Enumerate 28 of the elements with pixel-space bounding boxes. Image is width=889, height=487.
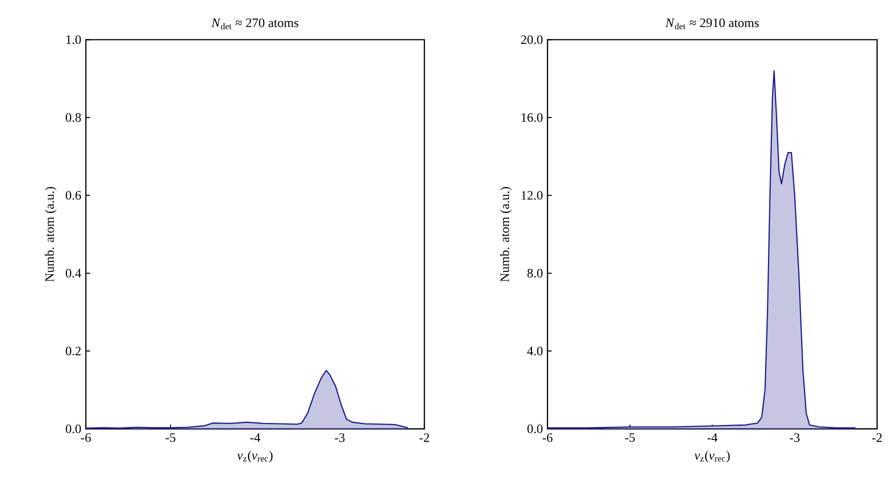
y-tick-label: 1.0 (66, 35, 81, 44)
x-tick-label: -5 (166, 433, 176, 442)
x-tick-label: -3 (790, 433, 800, 442)
y-tick-label: 0.0 (66, 424, 81, 434)
x-tick-label: -4 (707, 433, 718, 442)
chart-title: N$_{det}$ ≈ 2910 atoms (665, 18, 759, 30)
y-tick-label: 0.0 (527, 424, 543, 434)
x-tick-label: -2 (420, 433, 430, 442)
x-tick-label: -6 (80, 433, 91, 442)
x-tick-label: -3 (334, 433, 345, 442)
y-tick-label: 16.0 (522, 112, 543, 122)
y-tick-label: 8.0 (527, 268, 543, 278)
y-tick-label: 0.2 (66, 346, 81, 356)
x-tick-label: -4 (250, 433, 260, 442)
y-axis-title: Numb. atom (a.u.) (44, 186, 57, 282)
x-tick-label: -5 (625, 433, 635, 442)
y-tick-label: 0.8 (66, 112, 81, 122)
x-tick-label: -2 (872, 433, 882, 442)
x-axis-title: v$_{z}$(v$_{rec}$) (237, 450, 273, 462)
y-tick-label: 4.0 (527, 346, 543, 356)
y-tick-label: 20.0 (521, 35, 543, 44)
y-tick-label: 12.0 (522, 190, 543, 200)
y-axis-title: Numb. atom (a.u.) (500, 186, 512, 282)
x-tick-label: -6 (542, 433, 552, 442)
y-tick-label: 0.6 (66, 190, 81, 200)
chart-title: N$_{det}$ ≈ 270 atoms (211, 18, 298, 30)
x-axis-title: v$_{z}$(v$_{rec}$) (694, 450, 730, 462)
y-tick-label: 0.4 (66, 268, 82, 278)
